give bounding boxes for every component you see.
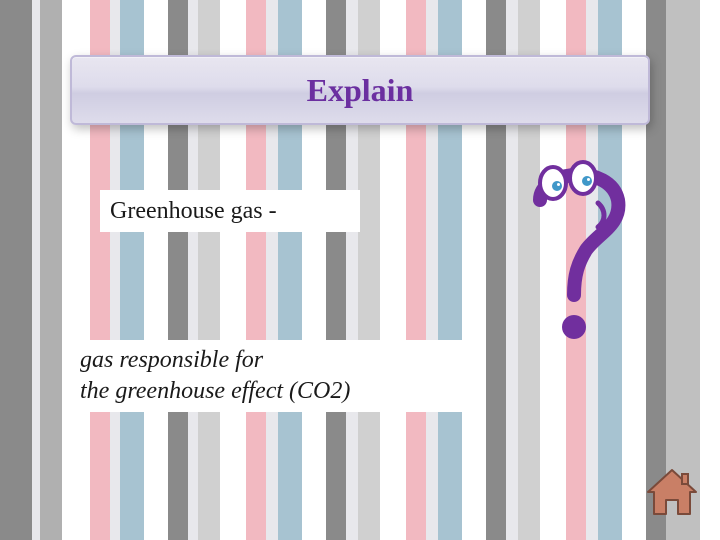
home-icon[interactable] [646, 468, 698, 518]
term-text: Greenhouse gas - [110, 198, 277, 225]
slide: Explain Greenhouse gas - gas responsible… [0, 0, 720, 540]
definition-line2: the greenhouse effect (CO2) [80, 376, 470, 407]
term-box: Greenhouse gas - [100, 190, 360, 232]
question-mark-icon [510, 155, 640, 355]
definition-box: gas responsible for the greenhouse effec… [70, 340, 470, 412]
definition-line1: gas responsible for [80, 345, 470, 376]
title-text: Explain [307, 72, 414, 109]
title-panel: Explain [70, 55, 650, 125]
